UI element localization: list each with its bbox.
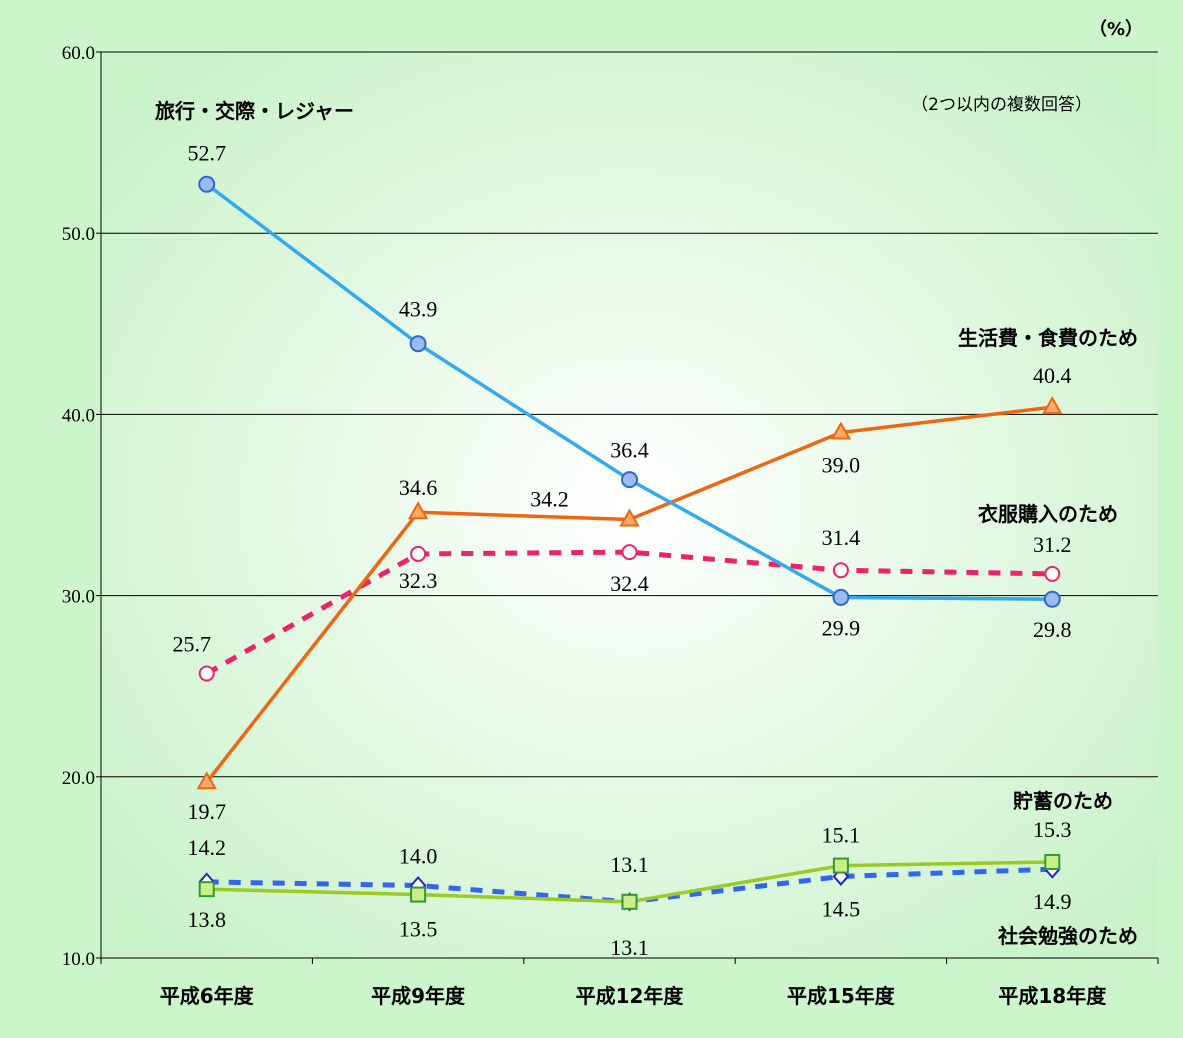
data-point-marker	[410, 545, 427, 562]
data-label: 13.8	[187, 907, 226, 932]
y-tick-label: 60.0	[62, 43, 95, 64]
data-point-marker	[198, 881, 215, 898]
x-tick-label: 平成15年度	[787, 984, 896, 1008]
data-point-marker	[198, 175, 216, 193]
data-point-marker	[830, 421, 852, 440]
data-label: 31.4	[822, 525, 861, 550]
series-name-label: 衣服購入のため	[978, 502, 1118, 526]
x-tick-label: 平成12年度	[576, 984, 685, 1008]
y-tick-label: 20.0	[62, 768, 95, 789]
series-line	[205, 549, 1053, 676]
data-point-marker	[410, 886, 427, 903]
data-label: 40.4	[1033, 363, 1072, 388]
data-label: 13.1	[610, 935, 649, 960]
data-point-marker	[832, 562, 849, 579]
data-label: 29.9	[822, 615, 861, 640]
data-point-marker	[196, 771, 217, 790]
data-point-marker	[832, 588, 850, 606]
data-label: 29.8	[1033, 617, 1072, 642]
x-tick-label: 平成9年度	[371, 984, 466, 1008]
data-point-marker	[832, 857, 849, 874]
data-point-marker	[621, 893, 638, 910]
data-label: 19.7	[187, 799, 226, 824]
series-name-label: 生活費・食費のため	[958, 326, 1138, 350]
unit-label: （%）	[1089, 19, 1143, 40]
data-point-marker	[409, 335, 427, 353]
series-name-label: 社会勉強のため	[997, 924, 1138, 948]
axes: 10.0 20.0 30.0 40.0 50.0 60.0 平成6年度 平成9年度 平成12年度…	[62, 43, 1159, 1008]
y-tick-label: 10.0	[62, 949, 95, 970]
data-label: 14.9	[1033, 889, 1072, 914]
data-point-marker	[621, 471, 638, 489]
data-point-marker	[1044, 853, 1061, 870]
data-label: 15.3	[1033, 817, 1072, 842]
data-label: 34.2	[530, 486, 569, 511]
series-name-label: 旅行・交際・レジャー	[155, 99, 354, 123]
data-point-marker	[619, 508, 640, 527]
data-label: 14.2	[187, 835, 226, 860]
data-point-marker	[1043, 590, 1061, 608]
x-tick-label: 平成6年度	[160, 984, 255, 1008]
data-point-marker	[198, 665, 215, 682]
data-label: 32.3	[399, 568, 438, 593]
data-label: 32.4	[610, 571, 649, 596]
data-point-marker	[407, 501, 429, 520]
y-tick-label: 40.0	[62, 405, 95, 426]
series-name-label: 貯蓄のため	[1013, 789, 1113, 813]
data-label: 13.5	[399, 917, 438, 942]
data-point-marker	[1042, 396, 1063, 415]
data-label: 14.5	[822, 896, 861, 921]
data-point-marker	[621, 544, 638, 561]
data-label: 15.1	[822, 823, 861, 848]
data-label: 13.1	[610, 852, 649, 877]
data-label: 25.7	[172, 632, 211, 657]
series-lines	[196, 175, 1063, 912]
data-label: 43.9	[399, 297, 438, 322]
data-label: 31.2	[1033, 532, 1072, 557]
plot-area	[101, 52, 1158, 958]
data-labels: 52.7 43.9 36.4 29.9 29.8 19.7 34.6 34.2 39.0 40.4…	[172, 140, 1071, 960]
y-tick-label: 30.0	[62, 587, 95, 608]
answer-note: （2つ以内の複数回答）	[911, 95, 1092, 115]
y-tick-label: 50.0	[62, 224, 95, 245]
data-point-marker	[1044, 565, 1061, 582]
x-tick-label: 平成18年度	[998, 984, 1107, 1008]
data-label: 52.7	[187, 140, 226, 165]
data-label: 34.6	[399, 475, 438, 500]
data-label: 14.0	[399, 844, 438, 869]
data-label: 39.0	[822, 453, 861, 478]
data-label: 36.4	[610, 438, 649, 463]
